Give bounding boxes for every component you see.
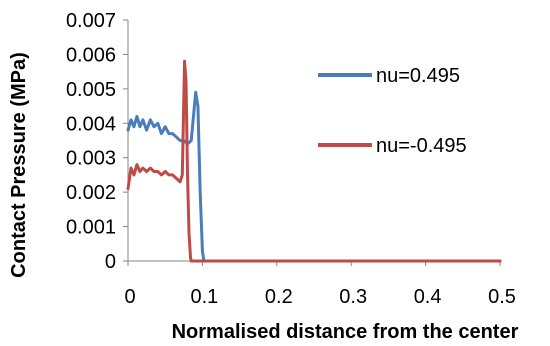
y-tick-label: 0.005 [66, 79, 116, 101]
y-tick-label: 0 [105, 251, 116, 273]
y-tick-label: 0.002 [66, 182, 116, 204]
legend-label-1: nu=0.495 [376, 65, 460, 87]
x-tick-label: 0 [124, 286, 135, 308]
series-line-2 [126, 59, 502, 263]
y-tick-label: 0.006 [66, 44, 116, 66]
y-tick-label: 0.003 [66, 148, 116, 170]
x-tick-label: 0.2 [265, 286, 293, 308]
tick-labels: 0 0.001 0.002 0.003 0.004 0.005 0.006 0.007 0 0.1… [66, 10, 516, 308]
x-tick-label: 0.1 [190, 286, 218, 308]
x-tick-label: 0.5 [488, 286, 516, 308]
y-tick-label: 0.001 [66, 217, 116, 239]
x-tick-label: 0.4 [414, 286, 442, 308]
x-tick-label: 0.3 [339, 286, 367, 308]
x-axis-title: Normalised distance from the center [172, 321, 519, 343]
legend: nu=0.495 nu=-0.495 [318, 65, 467, 157]
series-lines [126, 59, 502, 263]
y-tick-label: 0.007 [66, 10, 116, 32]
legend-label-2: nu=-0.495 [376, 135, 467, 157]
y-tick-label: 0.004 [66, 113, 116, 135]
y-axis-title: Contact Pressure (MPa) [8, 52, 30, 278]
